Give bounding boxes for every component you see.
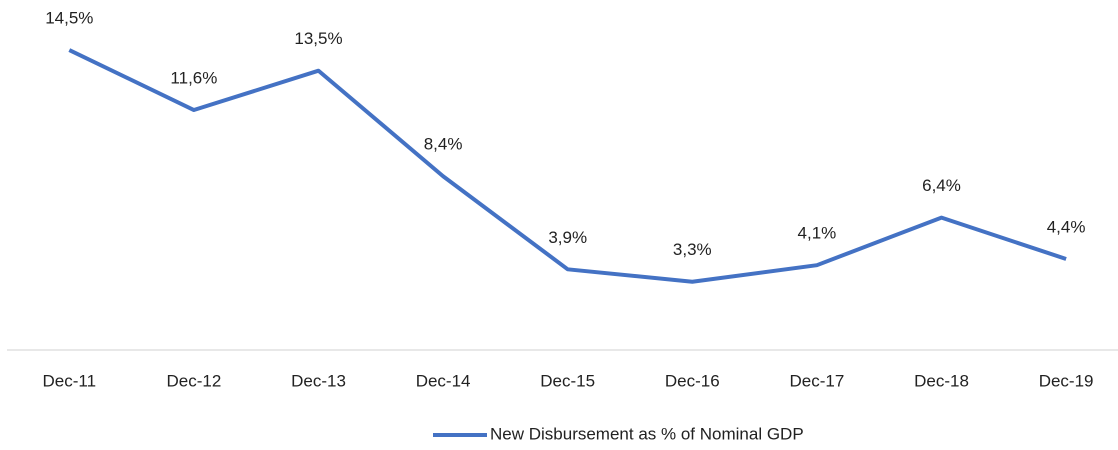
data-label: 6,4% <box>922 176 961 195</box>
data-label: 13,5% <box>294 29 342 48</box>
x-tick-label: Dec-17 <box>789 371 844 390</box>
data-line <box>68 48 1067 284</box>
x-tick-label: Dec-18 <box>914 371 969 390</box>
data-label: 14,5% <box>45 9 93 28</box>
x-tick-label: Dec-12 <box>166 371 221 390</box>
data-label: 3,3% <box>673 240 712 259</box>
x-tick-label: Dec-11 <box>43 371 97 390</box>
data-label: 8,4% <box>424 135 463 154</box>
data-label: 11,6% <box>170 69 217 88</box>
legend-label: New Disbursement as % of Nominal GDP <box>490 424 804 443</box>
data-label: 4,4% <box>1047 217 1086 236</box>
x-tick-label: Dec-15 <box>540 371 595 390</box>
data-label: 4,1% <box>798 224 837 243</box>
x-tick-label: Dec-19 <box>1039 371 1094 390</box>
x-tick-label: Dec-16 <box>665 371 720 390</box>
x-tick-label: Dec-13 <box>291 371 346 390</box>
x-tick-label: Dec-14 <box>416 371 471 390</box>
data-label: 3,9% <box>548 228 587 247</box>
